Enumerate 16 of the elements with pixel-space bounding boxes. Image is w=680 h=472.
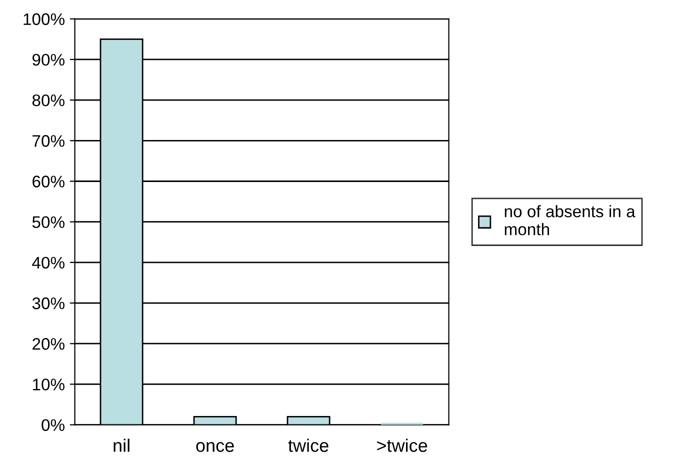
legend-label: no of absents in a month [504, 205, 636, 236]
x-tick-label: nil [114, 438, 130, 452]
x-tick-label: >twice [377, 438, 428, 452]
y-tick-label: 90% [32, 54, 64, 66]
y-tick-label: 20% [32, 338, 64, 350]
y-tick-label: 40% [32, 256, 64, 269]
y-tick-label: 50% [32, 216, 64, 228]
y-tick-label: 30% [32, 297, 64, 310]
y-tick-label: 100% [24, 13, 64, 26]
y-tick-label: 0% [42, 419, 64, 432]
x-tick-label: twice [288, 438, 328, 452]
x-tick-label: once [196, 442, 234, 452]
y-tick-label: 10% [32, 378, 64, 390]
y-tick-label: 80% [32, 94, 64, 106]
y-tick-label: 60% [32, 176, 64, 188]
y-tick-label: 70% [32, 135, 64, 147]
